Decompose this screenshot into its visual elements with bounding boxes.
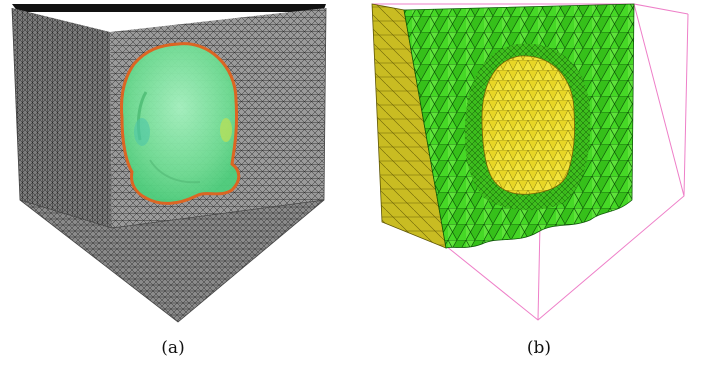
tetrahedral-mesh-figure (371, 3, 689, 321)
box-top-edge (12, 4, 326, 12)
bounding-box-wireframe (372, 3, 689, 321)
translucent-head-surface (120, 42, 241, 205)
figure-panel-b (358, 0, 702, 330)
head-tetrahedral-mesh (481, 55, 575, 195)
box-left-wall (12, 8, 112, 228)
meshed-box-head-figure (11, 4, 327, 323)
panel-a-caption: (a) (161, 338, 185, 358)
panel-b-caption: (b) (526, 338, 552, 358)
box-floor (20, 200, 324, 322)
box-edges (11, 7, 327, 323)
figure-panel-a (0, 0, 346, 330)
